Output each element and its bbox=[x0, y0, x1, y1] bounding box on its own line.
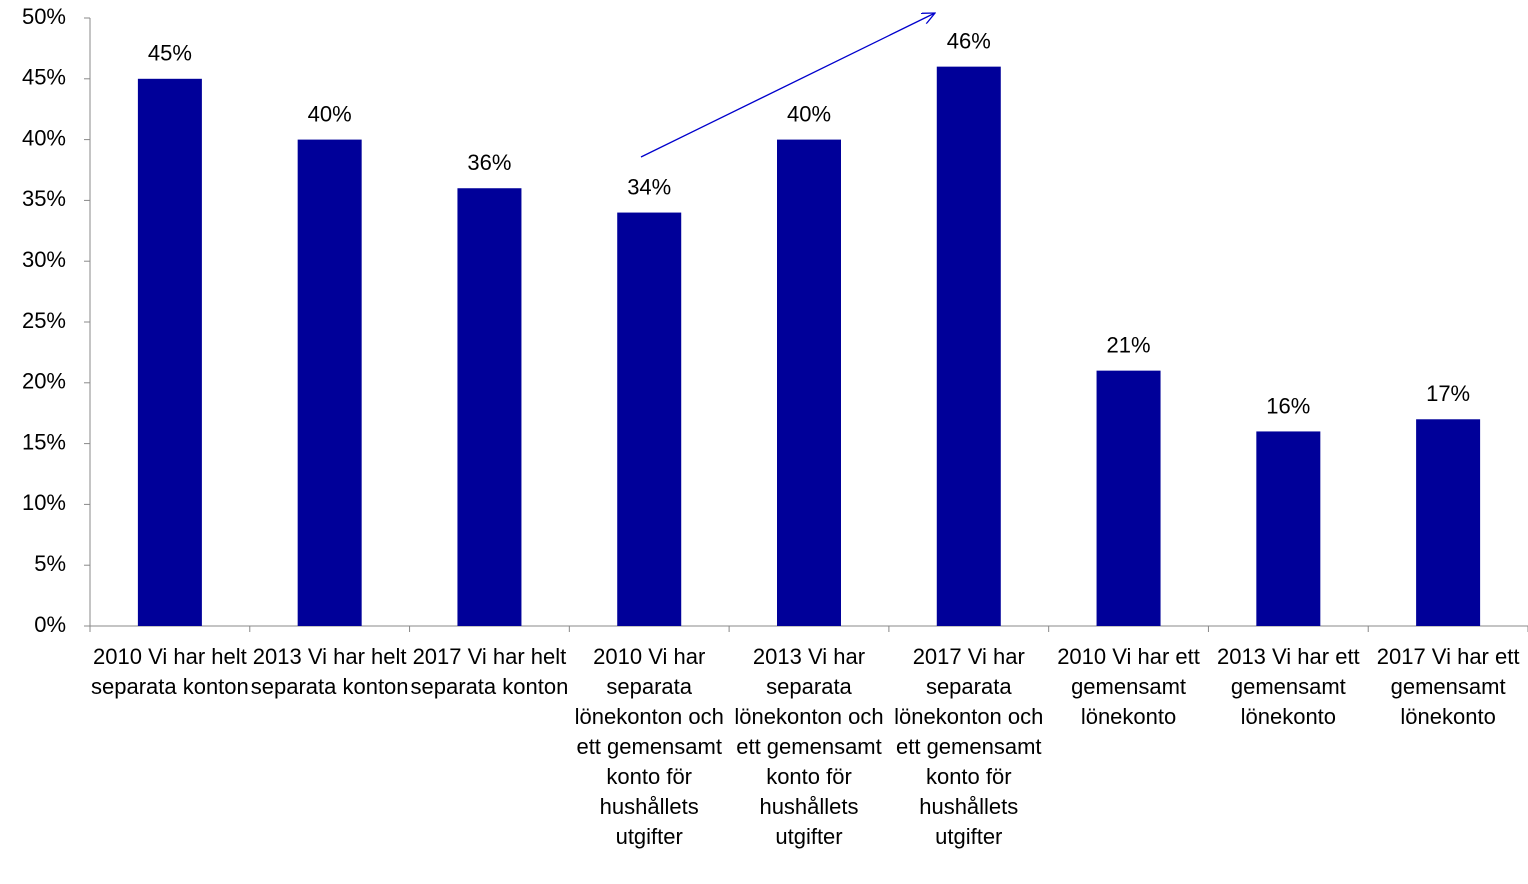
x-tick-label-box: 2013 Vi har ett gemensamt lönekonto bbox=[1216, 644, 1360, 729]
x-tick-label: 2013 Vi har helt separata konton bbox=[250, 644, 409, 699]
data-label: 16% bbox=[1266, 393, 1310, 418]
x-tick-label: 2017 Vi har separata lönekonton och ett … bbox=[894, 644, 1044, 849]
x-tick-label: 2013 Vi har separata lönekonton och ett … bbox=[734, 644, 884, 849]
bar bbox=[936, 66, 1001, 626]
x-tick-label: 2017 Vi har ett gemensamt lönekonto bbox=[1376, 644, 1520, 729]
data-label: 40% bbox=[787, 101, 831, 126]
x-tick-label-box: 2013 Vi har helt separata konton bbox=[250, 644, 409, 699]
x-tick-label: 2010 Vi har ett gemensamt lönekonto bbox=[1057, 644, 1200, 729]
bar bbox=[457, 188, 522, 627]
x-tick-label: 2010 Vi har separata lönekonton och ett … bbox=[574, 644, 724, 849]
x-tick-label-box: 2017 Vi har separata lönekonton och ett … bbox=[894, 644, 1044, 849]
data-label: 34% bbox=[627, 174, 671, 199]
data-label: 17% bbox=[1426, 381, 1470, 406]
x-tick-label-box: 2010 Vi har ett gemensamt lönekonto bbox=[1057, 644, 1200, 729]
x-tick-label: 2013 Vi har ett gemensamt lönekonto bbox=[1216, 644, 1360, 729]
bar bbox=[1256, 431, 1321, 626]
bar bbox=[297, 139, 362, 626]
y-tick-label: 40% bbox=[22, 125, 66, 150]
x-tick-label-box: 2010 Vi har separata lönekonton och ett … bbox=[574, 644, 724, 849]
x-tick-label-box: 2017 Vi har ett gemensamt lönekonto bbox=[1376, 644, 1520, 729]
bar bbox=[1416, 419, 1481, 626]
y-tick-label: 0% bbox=[34, 612, 66, 637]
y-tick-label: 20% bbox=[22, 369, 66, 394]
x-tick-label-box: 2010 Vi har helt separata konton bbox=[90, 644, 249, 699]
y-tick-label: 45% bbox=[22, 65, 66, 90]
y-tick-label: 25% bbox=[22, 308, 66, 333]
data-label: 40% bbox=[308, 101, 352, 126]
y-tick-label: 5% bbox=[34, 551, 66, 576]
bar bbox=[617, 212, 682, 626]
x-tick-label: 2017 Vi har helt separata konton bbox=[410, 644, 569, 699]
x-tick-label: 2010 Vi har helt separata konton bbox=[90, 644, 249, 699]
y-tick-label: 15% bbox=[22, 429, 66, 454]
y-tick-label: 50% bbox=[22, 4, 66, 29]
data-label: 21% bbox=[1107, 332, 1151, 357]
y-tick-label: 30% bbox=[22, 247, 66, 272]
y-tick-label: 35% bbox=[22, 186, 66, 211]
bar bbox=[777, 139, 841, 626]
y-tick-label: 10% bbox=[22, 490, 66, 515]
bar bbox=[137, 78, 202, 627]
bar bbox=[1096, 370, 1161, 626]
x-tick-label-box: 2017 Vi har helt separata konton bbox=[410, 644, 569, 699]
trend-arrow bbox=[640, 13, 935, 158]
data-label: 46% bbox=[947, 28, 991, 53]
data-label: 45% bbox=[148, 41, 192, 66]
x-tick-label-box: 2013 Vi har separata lönekonton och ett … bbox=[734, 644, 884, 849]
data-label: 36% bbox=[467, 150, 511, 175]
